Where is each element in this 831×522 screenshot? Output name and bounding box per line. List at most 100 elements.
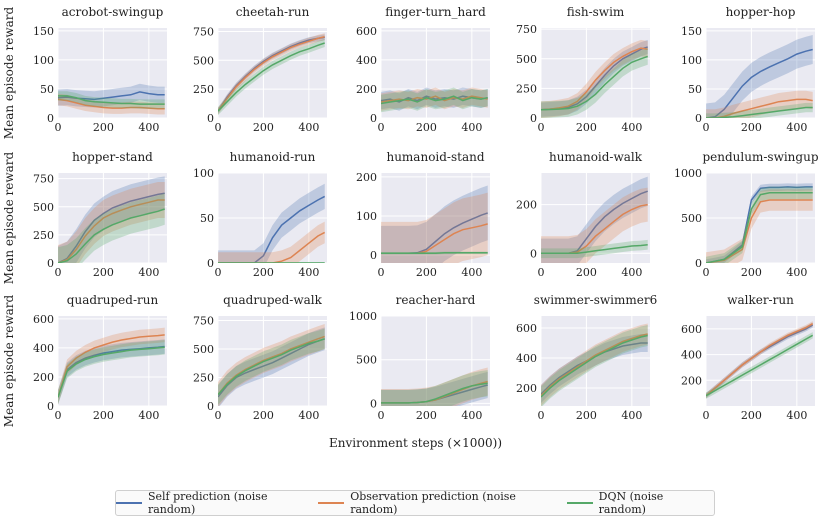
y-tick-label: 0: [370, 397, 377, 410]
y-tick-label: 250: [33, 229, 54, 242]
y-axis-label: Mean episode reward: [2, 7, 16, 140]
series-line: [218, 36, 325, 112]
series-line: [218, 195, 326, 263]
x-tick-label: 0: [538, 121, 545, 134]
x-tick-label: 0: [55, 409, 62, 422]
y-tick-label: 0: [530, 247, 537, 260]
x-tick-label: 0: [215, 409, 222, 422]
confidence-band: [218, 323, 325, 406]
series-line: [706, 48, 813, 118]
y-tick-label: 750: [193, 315, 214, 328]
x-tick-label: 0: [55, 121, 62, 134]
series-line: [706, 334, 814, 397]
series-line: [541, 333, 648, 397]
y-tick-label: 500: [356, 354, 377, 367]
x-tick-label: 200: [416, 121, 437, 134]
confidence-band: [381, 185, 488, 263]
y-tick-label: 1000: [349, 310, 377, 323]
y-tick-label: 250: [516, 82, 537, 95]
confidence-band: [58, 83, 165, 108]
legend-swatch: [566, 502, 593, 504]
confidence-band: [58, 93, 165, 115]
y-tick-label: 600: [33, 313, 54, 326]
y-tick-label: 400: [33, 342, 54, 355]
y-tick-label: 50: [688, 83, 702, 96]
subplot-title: quadruped-walk: [223, 293, 322, 307]
x-tick-label: 0: [215, 266, 222, 279]
legend-item-observation-prediction: Observation prediction (noise random): [318, 490, 566, 516]
confidence-band: [381, 370, 488, 406]
subplot-title: humanoid-stand: [386, 150, 484, 164]
y-tick-label: 400: [516, 352, 537, 365]
subplot-swimmer-swimmer6: 0 200 400 200 400 600 swimmer-swimmer6: [516, 293, 657, 422]
series-line: [218, 335, 325, 396]
y-tick-label: 0: [695, 112, 702, 125]
y-tick-label: 0: [207, 112, 214, 125]
y-tick-label: 0: [47, 257, 54, 270]
legend-label: Self prediction (noise random): [147, 490, 268, 516]
subplot-cheetah-run: 0 200 400 0 250 500 750 cheetah-run: [193, 5, 327, 134]
y-tick-label: 0: [207, 257, 214, 270]
x-tick-label: 0: [378, 266, 385, 279]
series-group: [541, 323, 648, 406]
legend: Self prediction (noise random) Observati…: [115, 490, 715, 516]
confidence-band: [381, 367, 488, 406]
confidence-band: [381, 87, 488, 111]
x-tick-label: 200: [576, 409, 597, 422]
x-tick-label: 400: [786, 121, 807, 134]
subplot-fish-swim: 0 200 400 0 250 500 750 fish-swim: [516, 5, 650, 134]
confidence-band: [541, 334, 648, 403]
y-tick-label: 50: [40, 83, 54, 96]
series-line: [706, 323, 814, 397]
confidence-band: [541, 187, 648, 263]
confidence-band: [218, 183, 325, 263]
series-group: [218, 183, 326, 263]
series-line: [58, 345, 165, 398]
y-tick-label: 0: [695, 257, 702, 270]
series-group: [381, 367, 488, 406]
y-tick-label: 0: [370, 249, 377, 262]
subplot-humanoid-run: 0 200 400 0 50 100 humanoid-run: [193, 150, 327, 279]
series-group: [58, 83, 165, 115]
y-tick-label: 750: [516, 23, 537, 36]
x-tick-label: 400: [461, 121, 482, 134]
legend-item-self-prediction: Self prediction (noise random): [116, 490, 318, 516]
y-tick-label: 50: [200, 212, 214, 225]
series-group: [58, 327, 165, 405]
series-line: [706, 192, 813, 263]
confidence-band: [58, 327, 165, 405]
x-tick-label: 400: [138, 121, 159, 134]
series-line: [218, 231, 326, 263]
series-line: [381, 95, 488, 103]
series-line: [58, 334, 165, 398]
x-tick-label: 200: [416, 409, 437, 422]
x-tick-label: 0: [378, 121, 385, 134]
y-tick-label: 600: [681, 323, 702, 336]
subplot-title: finger-turn_hard: [385, 5, 486, 19]
y-tick-label: 500: [33, 201, 54, 214]
x-tick-label: 400: [298, 409, 319, 422]
series-line: [58, 208, 165, 263]
x-tick-label: 0: [703, 409, 710, 422]
confidence-band: [541, 176, 648, 263]
series-line: [58, 199, 165, 263]
confidence-band: [706, 102, 813, 118]
subplot-acrobot-swingup: 0 200 400 0 50 100 150 acrobot-swingup: [33, 5, 167, 134]
y-tick-label: 200: [356, 171, 377, 184]
confidence-band: [541, 325, 648, 406]
subplot-title: fish-swim: [567, 5, 625, 19]
series-line: [218, 42, 325, 112]
series-group: [381, 87, 488, 113]
x-tick-label: 400: [298, 266, 319, 279]
subplot-title: hopper-hop: [726, 5, 796, 19]
y-tick-label: 100: [193, 167, 214, 180]
x-tick-label: 200: [576, 266, 597, 279]
y-axis-label: Mean episode reward: [2, 295, 16, 428]
series-group: [706, 183, 813, 263]
x-tick-label: 400: [621, 409, 642, 422]
x-tick-label: 200: [416, 266, 437, 279]
y-tick-label: 600: [356, 25, 377, 38]
y-tick-label: 0: [530, 112, 537, 125]
confidence-band: [706, 189, 813, 263]
